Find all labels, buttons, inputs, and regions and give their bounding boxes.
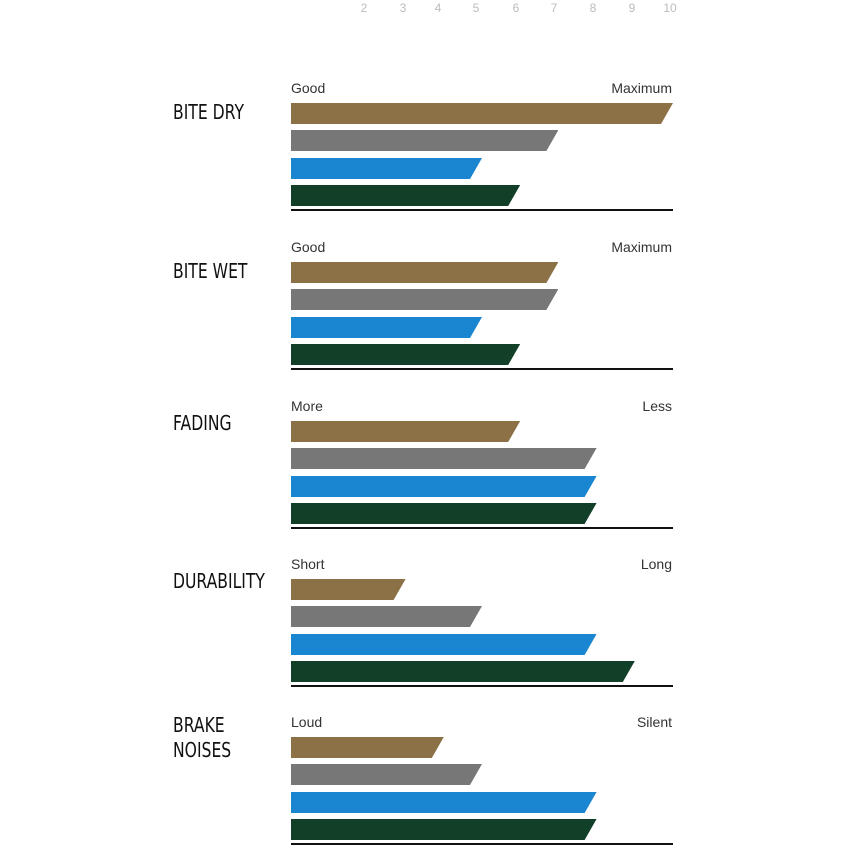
scale-high-label: Maximum [611,80,672,96]
scale-tick-label: 5 [472,1,480,15]
baseline-axis [291,368,673,370]
baseline-axis [291,843,673,845]
bar-bite-dry-4 [291,185,520,206]
scale-high-label: Maximum [611,239,672,255]
scale-tick-label: 9 [628,1,636,15]
scale-tick-label: 8 [589,1,597,15]
bar-bite-dry-3 [291,158,482,179]
scale-tick-label: 4 [434,1,442,15]
baseline-axis [291,527,673,529]
bar-durability-2 [291,606,482,627]
category-group-brake-noises: BRAKE NOISES Loud Silent [0,713,852,854]
bar-brake-noises-3 [291,792,597,813]
bar-bite-wet-4 [291,344,520,365]
bar-bite-dry-1 [291,103,673,124]
bar-durability-1 [291,579,406,600]
scale-low-label: Good [291,239,326,255]
bar-brake-noises-1 [291,737,444,758]
bar-fading-2 [291,448,597,469]
bar-fading-3 [291,476,597,497]
baseline-axis [291,685,673,687]
category-label: BITE DRY [173,100,245,124]
bar-brake-noises-4 [291,819,597,840]
bar-durability-3 [291,634,597,655]
category-label: DURABILITY [173,569,265,593]
category-label: BRAKE NOISES [173,713,232,762]
category-label: FADING [173,411,232,435]
bar-bite-wet-2 [291,289,558,310]
scale-low-label: More [291,398,323,414]
baseline-axis [291,209,673,211]
scale-ticks: 2 3 4 5 6 7 8 9 10 [0,0,852,20]
scale-tick-label: 3 [399,1,407,15]
scale-low-label: Loud [291,714,323,730]
category-label: BITE WET [173,259,248,283]
scale-tick-label: 6 [512,1,520,15]
scale-tick-label: 10 [663,1,677,15]
bar-bite-wet-3 [291,317,482,338]
scale-high-label: Long [640,556,672,572]
scale-high-label: Silent [636,714,672,730]
category-group-fading: FADING More Less [0,398,852,538]
scale-tick-label: 7 [550,1,558,15]
bar-brake-noises-2 [291,764,482,785]
category-group-bite-dry: BITE DRY Good Maximum [0,80,852,220]
scale-low-label: Good [291,80,326,96]
bar-bite-dry-2 [291,130,558,151]
scale-tick-label: 2 [360,1,368,15]
scale-high-label: Less [642,398,672,414]
scale-low-label: Short [291,556,325,572]
bar-fading-4 [291,503,597,524]
bar-bite-wet-1 [291,262,558,283]
bar-fading-1 [291,421,520,442]
bar-durability-4 [291,661,635,682]
category-group-durability: DURABILITY Short Long [0,556,852,696]
category-group-bite-wet: BITE WET Good Maximum [0,239,852,379]
